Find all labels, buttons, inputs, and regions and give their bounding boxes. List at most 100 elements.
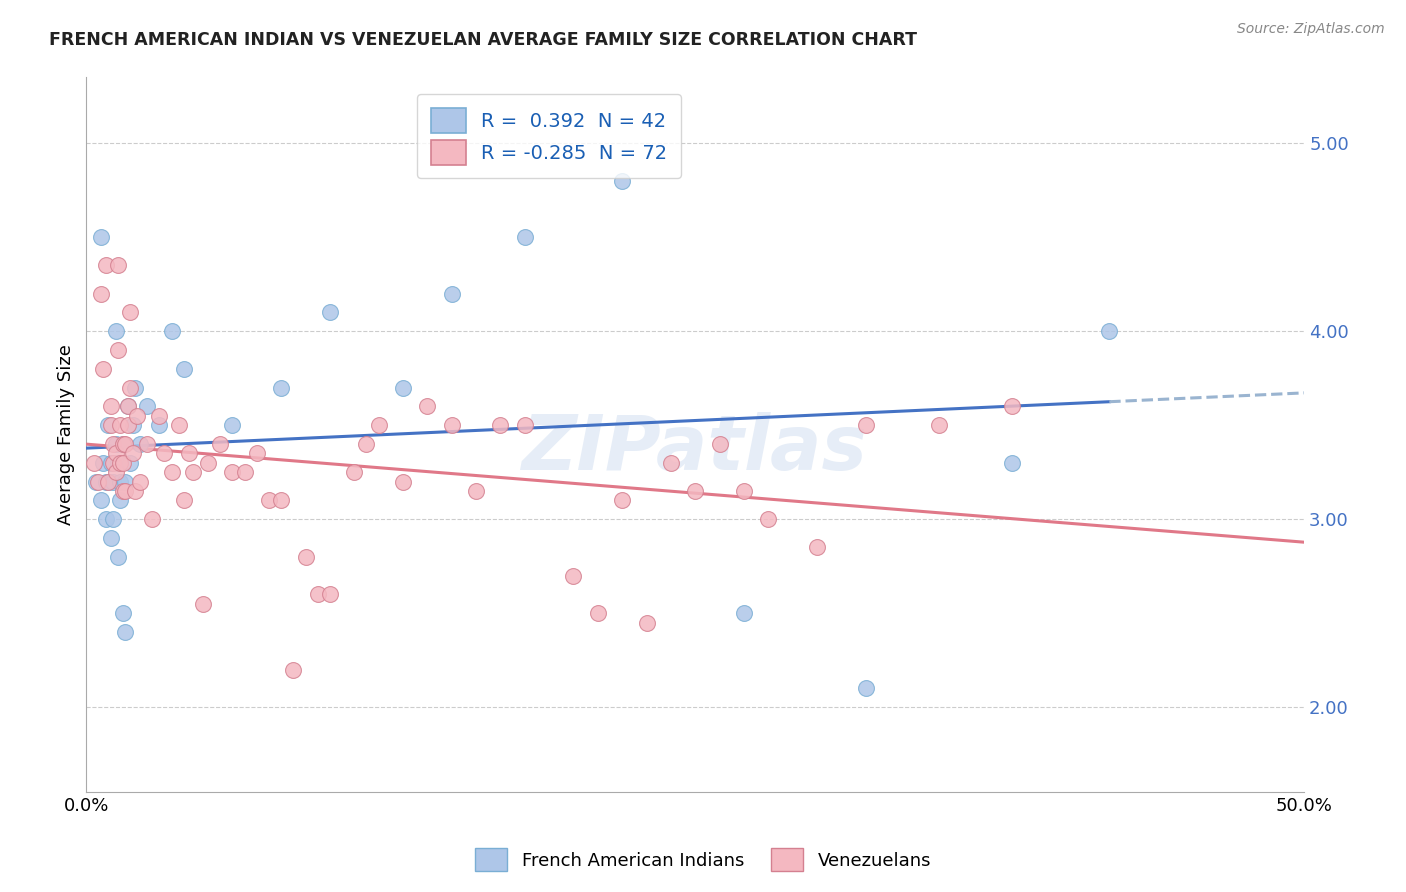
Point (94, 512, 117, 526)
Point (855, 418, 877, 433)
Point (270, 493, 292, 508)
Point (392, 475, 415, 489)
Y-axis label: Average Family Size: Average Family Size (58, 344, 75, 525)
Point (733, 483, 755, 498)
Point (233, 465, 256, 479)
Point (257, 493, 280, 508)
Point (270, 381, 292, 395)
Point (117, 418, 139, 433)
Point (128, 437, 150, 451)
Legend: R =  0.392  N = 42, R = -0.285  N = 72: R = 0.392 N = 42, R = -0.285 N = 72 (418, 95, 681, 178)
Point (343, 465, 366, 479)
Point (160, 465, 183, 479)
Point (636, 615, 658, 630)
Point (153, 446, 176, 460)
Point (121, 418, 143, 433)
Point (110, 418, 132, 433)
Point (124, 381, 146, 395)
Point (117, 400, 139, 414)
Legend: French American Indians, Venezuelans: French American Indians, Venezuelans (467, 841, 939, 879)
Point (104, 446, 127, 460)
Point (101, 437, 124, 451)
Point (659, 456, 682, 470)
Point (114, 475, 136, 489)
Point (465, 483, 488, 498)
Point (141, 512, 163, 526)
Point (489, 418, 512, 433)
Point (167, 418, 190, 433)
Point (83, 456, 105, 470)
Point (120, 381, 142, 395)
Point (107, 456, 129, 470)
Point (307, 587, 329, 601)
Point (136, 437, 159, 451)
Point (100, 531, 122, 545)
Point (93, 361, 115, 376)
Point (683, 483, 706, 498)
Point (110, 475, 132, 489)
Point (104, 465, 127, 479)
Point (104, 324, 127, 338)
Text: ZIPatlas: ZIPatlas (522, 412, 869, 486)
Point (283, 663, 305, 677)
Point (612, 174, 634, 188)
Point (110, 456, 132, 470)
Point (197, 456, 219, 470)
Point (440, 286, 463, 301)
Point (101, 512, 124, 526)
Point (1098, 324, 1121, 338)
Point (136, 400, 159, 414)
Point (84, 475, 107, 489)
Point (416, 400, 439, 414)
Point (756, 512, 779, 526)
Point (392, 381, 415, 395)
Point (127, 409, 149, 423)
Point (246, 446, 269, 460)
Point (294, 549, 316, 564)
Point (97, 418, 120, 433)
Point (209, 437, 232, 451)
Point (104, 437, 127, 451)
Point (107, 343, 129, 357)
Point (806, 541, 828, 555)
Point (1001, 456, 1024, 470)
Point (107, 259, 129, 273)
Point (114, 624, 136, 639)
Point (160, 324, 183, 338)
Point (114, 437, 136, 451)
Point (367, 418, 389, 433)
Point (93, 456, 115, 470)
Point (90, 493, 112, 508)
Point (733, 606, 755, 620)
Point (319, 587, 342, 601)
Point (177, 446, 200, 460)
Point (100, 456, 122, 470)
Point (128, 475, 150, 489)
Point (221, 465, 243, 479)
Point (513, 230, 536, 244)
Point (117, 400, 139, 414)
Point (612, 493, 634, 508)
Point (148, 409, 170, 423)
Point (101, 475, 124, 489)
Point (87, 475, 110, 489)
Point (111, 483, 134, 498)
Point (90, 286, 112, 301)
Point (586, 606, 609, 620)
Point (94, 259, 117, 273)
Point (173, 493, 195, 508)
Point (120, 305, 142, 319)
Text: Source: ZipAtlas.com: Source: ZipAtlas.com (1237, 22, 1385, 37)
Point (1001, 400, 1024, 414)
Point (513, 418, 536, 433)
Point (562, 568, 585, 582)
Point (111, 456, 134, 470)
Point (100, 400, 122, 414)
Point (90, 230, 112, 244)
Point (221, 418, 243, 433)
Point (173, 361, 195, 376)
Point (319, 305, 342, 319)
Point (107, 549, 129, 564)
Point (111, 437, 134, 451)
Point (101, 456, 124, 470)
